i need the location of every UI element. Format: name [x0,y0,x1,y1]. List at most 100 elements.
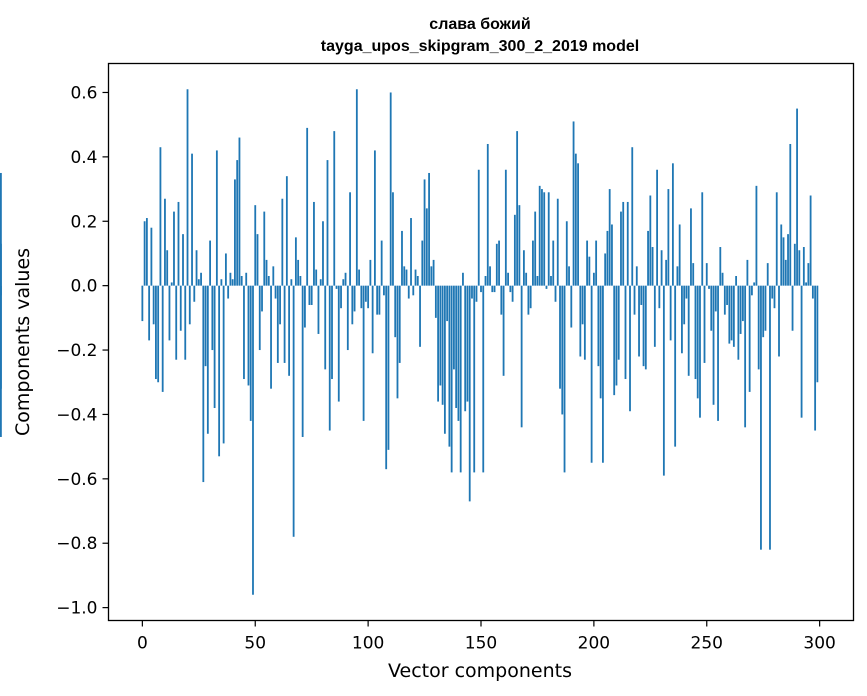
bar-171 [527,285,530,315]
bar-146 [471,285,473,299]
bar-221 [640,285,643,305]
bar-151 [482,285,485,473]
bar-119 [410,218,412,286]
bar-129 [432,259,435,286]
bar-264 [737,285,740,360]
bar-67 [292,285,295,537]
bar-195 [581,285,584,325]
bar-undefined [0,172,2,286]
bar-178 [543,192,546,286]
bar-247 [699,285,701,418]
bar-259 [726,285,728,305]
bar-159 [500,285,503,315]
chart-title: слава божий [429,16,530,33]
x-tick-label: 150 [465,634,497,654]
bar-172 [529,285,532,309]
bar-162 [507,272,509,286]
bar-227 [653,285,656,347]
bar-57 [270,285,272,389]
bar-79 [319,279,322,286]
bar-34 [218,285,221,457]
bar-90 [344,272,347,286]
bar-102 [371,285,374,354]
bar-243 [690,208,692,286]
bar-212 [620,211,622,286]
bar-281 [775,192,778,286]
y-tick-label: −0.2 [56,341,97,361]
bar-149 [477,169,480,286]
y-tick-label: 0.2 [70,212,97,232]
bar-85 [333,131,336,286]
bar-50 [254,205,257,286]
y-tick-label: −0.6 [56,470,97,490]
bar-176 [538,185,541,286]
bar-94 [353,285,356,312]
bar-141 [459,285,462,473]
bar-210 [615,285,618,386]
bar-246 [696,285,699,399]
bar-200 [592,272,595,286]
bar-35 [220,279,223,286]
bar-26 [200,272,202,286]
x-axis-ticks: 0 50 100 150 200 250 300 [137,620,836,654]
bar-275 [762,285,765,338]
bar-224 [647,230,649,286]
bar-182 [552,240,555,286]
bar-15 [175,285,178,360]
y-tick-label: 0.4 [70,148,97,168]
bar-258 [723,285,726,315]
bar-36 [222,285,225,444]
bar-184 [556,198,559,286]
bar-155 [491,285,494,293]
bar-116 [403,266,406,286]
bar-170 [525,272,528,286]
bar-32 [213,285,216,409]
bar-267 [744,285,747,428]
x-axis-label: Vector components [388,660,572,682]
bar-80 [322,221,324,286]
bar-175 [536,276,539,286]
bar-253 [712,285,715,405]
y-tick-label: 0.0 [70,277,97,297]
bar-53 [261,285,263,312]
bar-192 [574,153,577,286]
bar-65 [288,285,291,376]
bar-232 [665,259,668,286]
bar-47 [247,285,250,386]
bar-284 [782,237,785,286]
bar-201 [595,240,598,286]
x-tick-label: 200 [578,634,610,654]
x-tick-label: 300 [803,634,835,654]
bar-121 [414,269,417,286]
bar-97 [360,285,363,309]
bar-87 [337,285,340,402]
bar-229 [658,285,661,309]
bar-240 [683,285,686,325]
bar-143 [464,285,467,412]
bar-179 [545,285,548,289]
bar-61 [279,285,281,325]
bar-91 [346,285,349,351]
bar-41 [234,179,236,286]
bar-64 [285,176,288,286]
bar-265 [739,285,742,334]
bar-undefined [0,243,2,286]
bar-255 [717,285,719,421]
bar-283 [780,224,783,286]
bar-138 [453,285,455,370]
bar-73 [306,127,309,286]
x-tick-label: 250 [691,634,723,654]
bar-157 [495,243,498,286]
bar-278 [769,285,771,550]
bar-166 [516,131,519,286]
bar-254 [714,285,717,312]
bar-109 [387,285,390,450]
bar-11 [166,250,169,286]
bar-117 [405,269,408,286]
bar-280 [773,285,776,309]
bar-288 [791,285,794,331]
y-tick-label: −0.8 [56,534,97,554]
bar-133 [441,285,444,405]
bar-28 [204,285,207,367]
bar-106 [380,240,383,286]
